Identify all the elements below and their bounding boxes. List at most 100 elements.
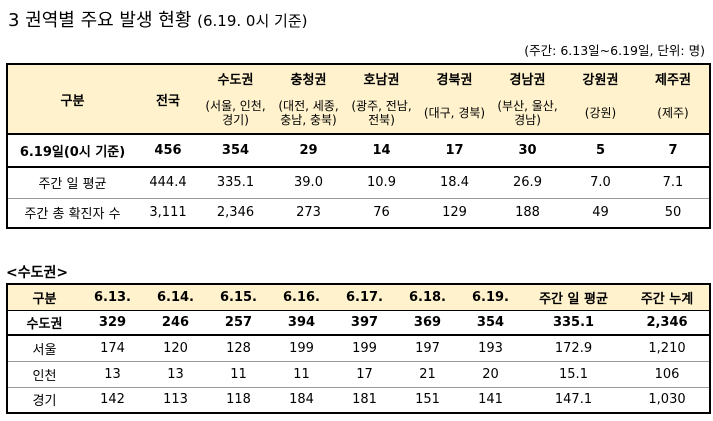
cell-value: 335.1 [199,167,272,199]
cell-value: 118 [226,392,251,408]
cell-value: 188 [515,205,540,221]
cell-value: 5 [564,133,637,168]
cell-value: 50 [664,205,682,221]
header-gubun: 구분 [7,64,137,134]
cell-value: 257 [207,310,270,336]
cell-value: 13 [81,361,144,388]
header-region-sub: (부산, 울산, 경남) [491,92,564,134]
row-label: 서울 [7,335,81,362]
cell-value: 106 [625,361,710,388]
header-cell: 6.15. [207,284,270,311]
unit-note: (주간: 6.13일~6.19일, 단위: 명) [524,43,705,58]
header-region-sub: (서울, 인천, 경기) [199,92,272,134]
cell-value: 273 [296,205,321,221]
capital-area-table: 구분 6.13. 6.14. 6.15. 6.16. 6.17. 6.18. 6… [6,283,711,414]
cell-value: 1,210 [625,335,710,362]
cell-value: 335.1 [522,310,625,336]
header-nationwide: 전국 [137,64,199,134]
cell-value: 151 [415,392,440,408]
cell-value: 172.9 [522,335,625,362]
row-label: 인천 [7,361,81,388]
cell-value: 29 [272,133,345,168]
cell-value: 174 [81,335,144,362]
header-region-name: 강원권 [564,64,637,92]
cell-value: 30 [491,133,564,168]
cell-value: 354 [459,310,522,336]
cell-value: 184 [289,392,314,408]
cell-value: 141 [478,392,503,408]
cell-value: 20 [459,361,522,388]
cell-value: 129 [442,205,467,221]
table-row: 주간 총 확진자 수 3,111 2,346 273 76 129 188 49… [7,198,710,228]
title-sub: (6.19. 0시 기준) [197,12,308,30]
cell-value: 1,030 [648,392,686,408]
cell-value: 397 [333,310,396,336]
cell-value: 7.0 [564,167,637,199]
cell-value: 7.1 [637,167,710,199]
header-region-sub: (제주) [637,92,710,134]
cell-value: 2,346 [216,205,255,221]
cell-value: 17 [333,361,396,388]
table-row: 주간 일 평균 444.4 335.1 39.0 10.9 18.4 26.9 … [7,167,710,199]
cell-value: 456 [137,133,199,168]
cell-value: 120 [144,335,207,362]
cell-value: 15.1 [522,361,625,388]
cell-value: 329 [81,310,144,336]
header-cell: 6.14. [144,284,207,311]
cell-value: 14 [345,133,418,168]
header-region-sub: (광주, 전남, 전북) [345,92,418,134]
header-region-name: 수도권 [199,64,272,92]
regional-summary-table: 구분 전국 수도권 충청권 호남권 경북권 경남권 강원권 제주권 (서울, 인… [6,63,711,229]
cell-value: 394 [270,310,333,336]
header-region-name: 충청권 [272,64,345,92]
section-title: <수도권> [6,265,69,281]
header-region-name: 경북권 [418,64,491,92]
table-row: 수도권 329 246 257 394 397 369 354 335.1 2,… [7,310,710,336]
header-region-name: 호남권 [345,64,418,92]
table-row: 서울 174 120 128 199 199 197 193 172.9 1,2… [7,335,710,362]
table-row: 경기 142 113 118 184 181 151 141 147.1 1,0… [7,387,710,413]
table-row: 인천 13 13 11 11 17 21 20 15.1 106 [7,361,710,388]
cell-value: 2,346 [625,310,710,336]
cell-value: 113 [163,392,188,408]
header-cell: 주간 누계 [625,284,710,311]
row-label: 6.19일(0시 기준) [7,133,137,168]
title-main: 3 권역별 주요 발생 현황 [8,10,192,31]
header-cell: 구분 [7,284,81,311]
table-row: 6.19일(0시 기준) 456 354 29 14 17 30 5 7 [7,133,710,168]
cell-value: 17 [418,133,491,168]
header-cell: 주간 일 평균 [522,284,625,311]
cell-value: 444.4 [137,167,199,199]
row-label: 수도권 [7,310,81,336]
cell-value: 193 [459,335,522,362]
header-cell: 6.13. [81,284,144,311]
cell-value: 21 [396,361,459,388]
row-label: 주간 일 평균 [7,167,137,199]
cell-value: 199 [270,335,333,362]
cell-value: 369 [396,310,459,336]
table-header-row: 구분 6.13. 6.14. 6.15. 6.16. 6.17. 6.18. 6… [7,284,710,311]
cell-value: 3,111 [149,205,187,221]
header-region-sub: (대전, 세종, 충남, 충북) [272,92,345,134]
cell-value: 199 [333,335,396,362]
header-region-sub: (강원) [564,92,637,134]
header-region-sub: (대구, 경북) [418,92,491,134]
header-cell: 6.16. [270,284,333,311]
cell-value: 147.1 [554,392,593,408]
page-title: 3 권역별 주요 발생 현황 (6.19. 0시 기준) [8,6,307,32]
header-region-name: 제주권 [637,64,710,92]
cell-value: 128 [207,335,270,362]
row-label: 경기 [32,394,57,410]
cell-value: 49 [592,205,609,221]
header-cell: 6.19. [459,284,522,311]
cell-value: 76 [373,205,390,221]
cell-value: 11 [207,361,270,388]
cell-value: 26.9 [491,167,564,199]
cell-value: 354 [199,133,272,168]
cell-value: 11 [270,361,333,388]
header-cell: 6.17. [333,284,396,311]
cell-value: 246 [144,310,207,336]
cell-value: 197 [396,335,459,362]
cell-value: 39.0 [272,167,345,199]
row-label: 주간 총 확진자 수 [24,207,121,223]
